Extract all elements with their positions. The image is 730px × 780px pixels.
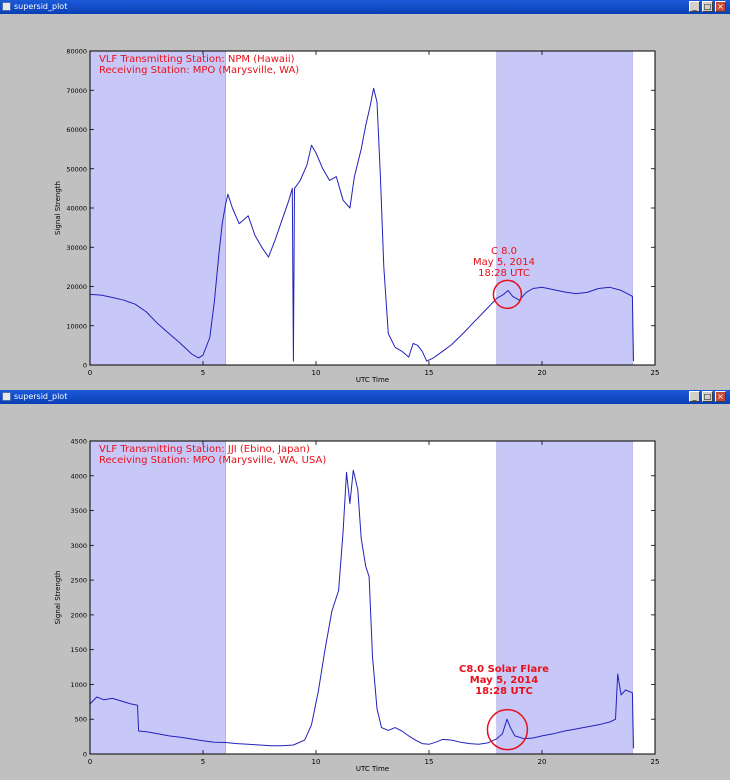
y-tick-label: 10000 [66,322,87,330]
window-icon [2,392,11,401]
y-tick-label: 80000 [66,48,87,56]
y-tick-label: 30000 [66,244,87,252]
receiving-station-label: Receiving Station: MPO (Marysville, WA, … [99,455,326,466]
x-axis-label: UTC Time [356,765,389,773]
transmitting-station-label: VLF Transmitting Station: JJI (Ebino, Ja… [99,444,310,455]
axes-frame [89,440,656,755]
flare-annotation-line: May 5, 2014 [473,257,535,268]
flare-annotation-line: C8.0 Solar Flare [459,664,549,675]
y-tick-label: 1000 [70,681,87,689]
x-tick-label: 5 [201,369,205,377]
transmitting-station-label: VLF Transmitting Station: NPM (Hawaii) [99,54,295,65]
night-shade-band [496,50,633,366]
flare-annotation-line: May 5, 2014 [470,675,539,686]
x-tick-label: 0 [88,758,92,766]
close-button[interactable]: × [715,391,726,402]
minimize-button[interactable]: _ [689,1,700,12]
y-tick-label: 4000 [70,472,87,480]
y-axis-label: Signal Strength [54,570,62,624]
y-tick-label: 2500 [70,577,87,585]
flare-annotation-line: 18:28 UTC [475,686,533,697]
minimize-button[interactable]: _ [689,391,700,402]
x-tick-label: 10 [312,758,321,766]
x-tick-label: 25 [651,758,660,766]
receiving-station-label: Receiving Station: MPO (Marysville, WA) [99,65,299,76]
x-tick-label: 0 [88,369,92,377]
night-shade-band [89,440,226,755]
y-tick-label: 1500 [70,646,87,654]
signal-strength-chart: 0 5 10 15 20 25 0 500 1000 1500 2000 2500 3000 3500 40… [54,438,660,774]
x-tick-label: 10 [312,369,321,377]
signal-series-line [89,87,634,362]
y-tick-label: 60000 [66,126,87,134]
y-tick-label: 0 [83,362,87,370]
maximize-button[interactable]: □ [702,1,713,12]
y-tick-label: 50000 [66,165,87,173]
x-tick-label: 20 [538,758,547,766]
x-tick-label: 15 [425,369,434,377]
y-tick-label: 3500 [70,507,87,515]
x-axis-label: UTC Time [356,376,389,384]
window-title: supersid_plot [14,2,68,11]
close-button[interactable]: × [715,1,726,12]
y-tick-label: 0 [83,751,87,759]
y-tick-label: 4500 [70,438,87,446]
x-tick-label: 20 [538,369,547,377]
flare-circle-marker [492,279,523,310]
y-tick-label: 70000 [66,87,87,95]
y-tick-label: 20000 [66,283,87,291]
title-bar[interactable]: supersid_plot _ □ × [0,0,730,14]
y-tick-label: 2000 [70,611,87,619]
flare-annotation-line: 18:28 UTC [478,268,530,279]
y-tick-label: 500 [75,716,87,724]
window-title: supersid_plot [14,392,68,401]
flare-annotation-line: C 8.0 [491,246,517,257]
x-tick-label: 25 [651,369,660,377]
signal-series-line [89,469,634,749]
night-shade-band [89,50,226,366]
x-tick-label: 15 [425,758,434,766]
title-bar[interactable]: supersid_plot _ □ × [0,390,730,404]
maximize-button[interactable]: □ [702,391,713,402]
y-tick-label: 40000 [66,205,87,213]
x-tick-label: 5 [201,758,205,766]
y-axis-label: Signal Strength [54,181,62,235]
flare-circle-marker [486,708,529,751]
signal-strength-chart: 0 5 10 15 20 25 0 10000 20000 30000 40000 50000 6000… [54,48,660,385]
plot-window-2: supersid_plot _ □ × 0 5 10 15 20 25 0 500 1000 15… [0,390,730,780]
window-icon [2,2,11,11]
night-shade-band [496,440,633,755]
y-tick-label: 3000 [70,542,87,550]
plot-window-1: supersid_plot _ □ × 0 5 10 15 20 25 0 10000 2000… [0,0,730,385]
